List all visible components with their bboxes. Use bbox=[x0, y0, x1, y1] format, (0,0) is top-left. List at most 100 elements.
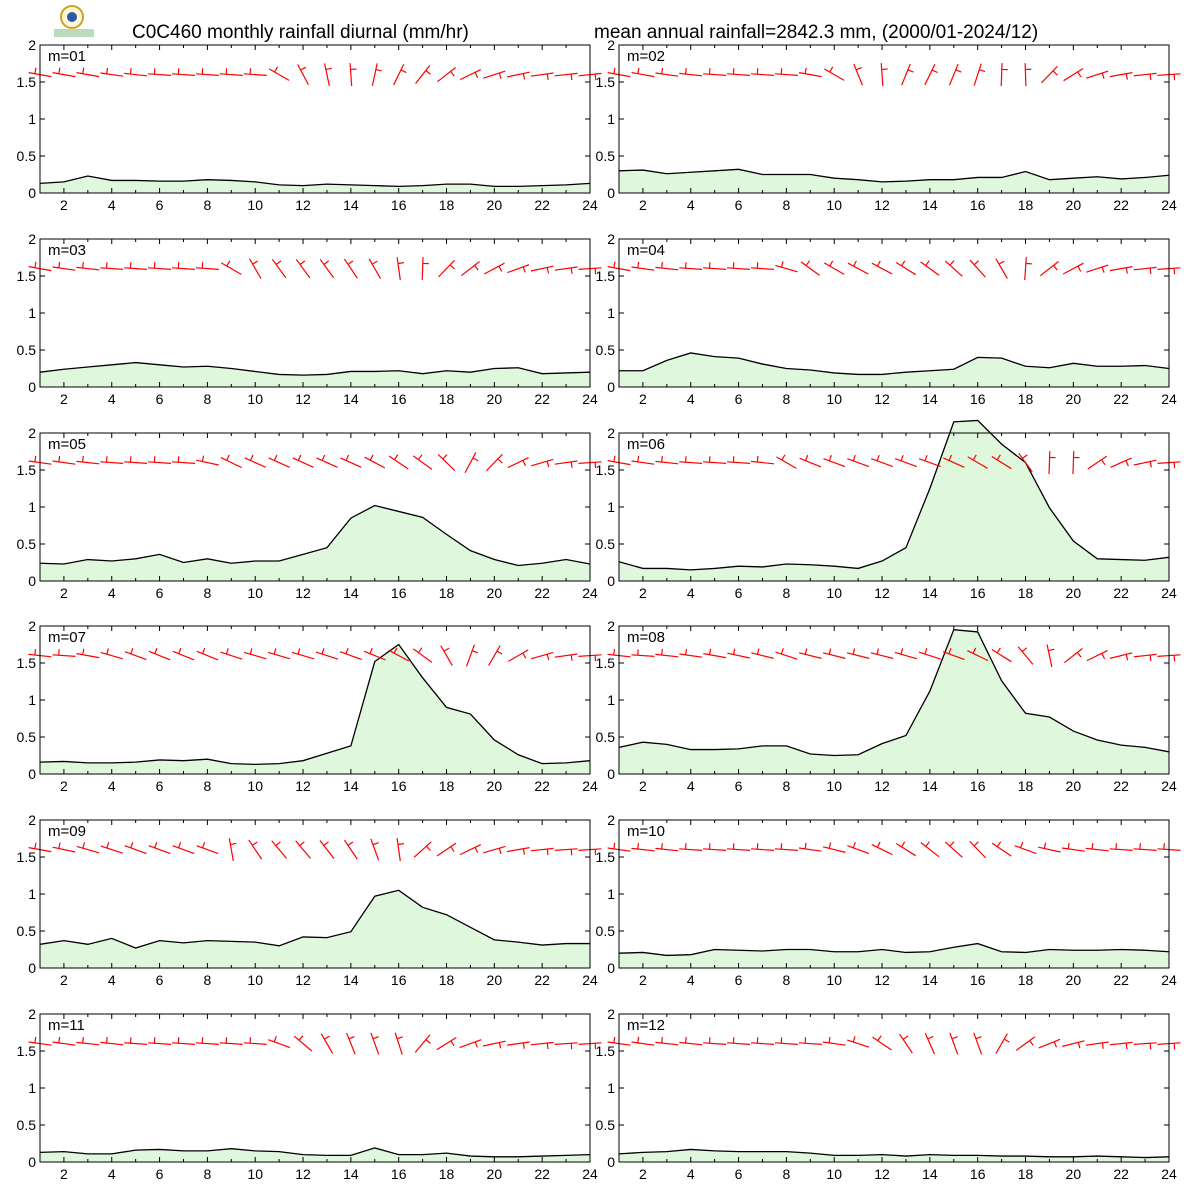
wind-barb bbox=[195, 262, 219, 270]
wind-tick bbox=[828, 648, 832, 655]
wind-barb bbox=[776, 454, 797, 469]
wind-barb bbox=[822, 648, 846, 659]
wind-tick bbox=[661, 67, 664, 74]
y-tick-label: 2 bbox=[28, 812, 36, 828]
wind-barb bbox=[942, 647, 965, 661]
wind-tick bbox=[450, 1040, 455, 1047]
wind-shaft bbox=[148, 461, 172, 464]
wind-shaft bbox=[871, 844, 893, 856]
wind-barb bbox=[76, 262, 100, 271]
wind-tick bbox=[375, 68, 382, 72]
wind-tick bbox=[522, 652, 527, 659]
y-tick-label: 1 bbox=[28, 499, 36, 515]
wind-shaft bbox=[655, 1041, 679, 1046]
wind-tick bbox=[323, 260, 330, 265]
wind-barb bbox=[393, 63, 407, 86]
wind-tick bbox=[684, 68, 687, 75]
wind-shaft bbox=[413, 841, 432, 858]
x-tick-label: 14 bbox=[922, 778, 938, 794]
wind-barb bbox=[323, 63, 332, 86]
wind-barb bbox=[437, 454, 456, 472]
y-tick-label: 0.5 bbox=[17, 148, 37, 164]
wind-barb bbox=[368, 258, 382, 279]
wind-barb bbox=[1015, 1036, 1036, 1051]
wind-shaft bbox=[414, 1034, 431, 1053]
wind-shaft bbox=[219, 73, 243, 76]
panel-frame bbox=[39, 44, 591, 194]
wind-shaft bbox=[421, 257, 424, 281]
wind-barb bbox=[655, 262, 679, 271]
x-tick-label: 24 bbox=[582, 778, 598, 794]
x-tick-label: 6 bbox=[156, 585, 164, 601]
wind-shaft bbox=[248, 258, 262, 279]
wind-tick bbox=[546, 267, 550, 274]
month-label: m=10 bbox=[627, 823, 665, 840]
x-tick-label: 2 bbox=[639, 197, 647, 213]
wind-barb bbox=[944, 841, 963, 858]
wind-tick bbox=[829, 260, 834, 267]
wind-barb bbox=[1072, 451, 1080, 475]
wind-tick bbox=[298, 1035, 304, 1041]
wind-barb bbox=[554, 1042, 578, 1050]
x-tick-label: 4 bbox=[687, 585, 695, 601]
x-tick-label: 24 bbox=[582, 1166, 598, 1182]
wind-tick bbox=[369, 647, 373, 654]
wind-barb bbox=[1046, 644, 1055, 667]
wind-barb bbox=[895, 260, 917, 276]
wind-tick bbox=[372, 1036, 379, 1040]
wind-barb bbox=[679, 1037, 703, 1046]
x-tick-label: 24 bbox=[582, 197, 598, 213]
x-tick-label: 20 bbox=[1066, 972, 1082, 988]
wind-shaft bbox=[655, 72, 679, 77]
wind-barb bbox=[394, 1032, 403, 1055]
wind-shaft bbox=[440, 645, 453, 666]
wind-shaft bbox=[76, 845, 100, 854]
wind-tick bbox=[594, 73, 597, 81]
wind-shaft bbox=[631, 1041, 655, 1046]
wind-shaft bbox=[679, 848, 703, 851]
x-tick-label: 16 bbox=[391, 778, 407, 794]
x-tick-label: 22 bbox=[1113, 1166, 1129, 1182]
wind-shaft bbox=[530, 458, 554, 467]
wind-barb bbox=[1062, 262, 1084, 275]
wind-shaft bbox=[171, 1042, 195, 1045]
x-tick-label: 20 bbox=[487, 585, 503, 601]
rain-area bbox=[40, 175, 590, 193]
wind-tick bbox=[661, 1037, 663, 1044]
wind-barb bbox=[268, 66, 290, 81]
wind-shaft bbox=[507, 264, 530, 274]
wind-shaft bbox=[995, 1033, 1008, 1054]
wind-barb bbox=[554, 653, 578, 661]
x-tick-label: 6 bbox=[156, 972, 164, 988]
wind-shaft bbox=[943, 457, 965, 468]
wind-shaft bbox=[967, 650, 989, 662]
wind-tick bbox=[474, 72, 479, 78]
wind-barb bbox=[655, 843, 679, 852]
x-tick-label: 4 bbox=[108, 972, 116, 988]
y-tick-label: 0 bbox=[607, 573, 615, 589]
wind-shaft bbox=[750, 460, 774, 465]
month-label: m=01 bbox=[48, 48, 86, 65]
wind-barb bbox=[396, 257, 405, 281]
wind-shaft bbox=[507, 457, 529, 469]
y-tick-label: 1 bbox=[28, 692, 36, 708]
x-tick-label: 4 bbox=[687, 972, 695, 988]
x-tick-label: 24 bbox=[1161, 778, 1177, 794]
wind-tick bbox=[425, 70, 431, 75]
wind-barb bbox=[195, 1037, 219, 1045]
wind-barb bbox=[220, 454, 242, 469]
wind-tick bbox=[907, 69, 914, 73]
wind-barb bbox=[483, 262, 505, 275]
wind-barb bbox=[436, 842, 457, 857]
wind-barb bbox=[413, 841, 432, 858]
wind-barb bbox=[196, 647, 219, 661]
wind-tick bbox=[979, 69, 986, 73]
x-tick-label: 2 bbox=[60, 391, 68, 407]
wind-barb bbox=[631, 67, 655, 78]
x-tick-label: 22 bbox=[534, 197, 550, 213]
wind-shaft bbox=[991, 456, 1012, 470]
wind-barb bbox=[370, 1032, 380, 1055]
x-tick-label: 10 bbox=[826, 972, 842, 988]
y-tick-label: 1 bbox=[28, 1080, 36, 1096]
wind-barb bbox=[388, 454, 409, 470]
